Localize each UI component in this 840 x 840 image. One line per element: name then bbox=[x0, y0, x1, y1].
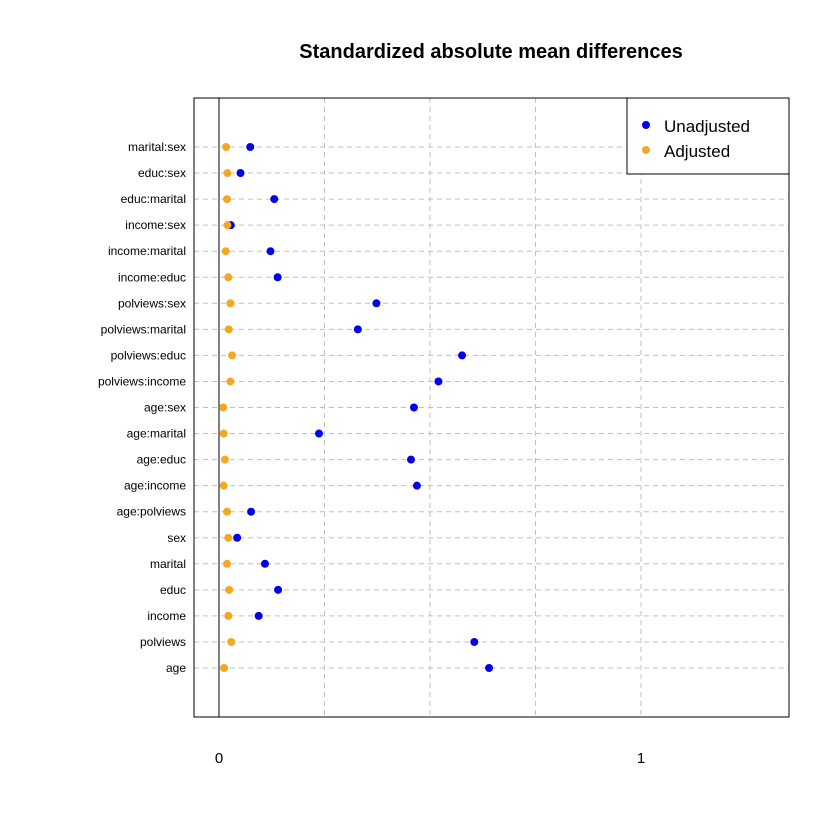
data-point bbox=[412, 481, 421, 490]
data-point bbox=[219, 403, 228, 412]
chart-title: Standardized absolute mean differences bbox=[299, 41, 682, 63]
data-point bbox=[247, 507, 256, 516]
legend: Unadjusted Adjusted bbox=[626, 97, 790, 175]
data-point bbox=[224, 273, 233, 282]
y-tick-label: polviews:income bbox=[98, 374, 186, 388]
y-tick-label: marital:sex bbox=[128, 140, 186, 154]
data-point bbox=[266, 247, 275, 256]
data-point bbox=[485, 664, 494, 672]
data-point bbox=[233, 533, 242, 542]
y-tick-label: sex bbox=[167, 531, 186, 545]
legend-box bbox=[626, 97, 790, 175]
data-point bbox=[270, 195, 279, 204]
data-point bbox=[246, 143, 255, 151]
data-point bbox=[353, 325, 362, 334]
data-point bbox=[225, 585, 234, 594]
y-tick-label: income:marital bbox=[108, 244, 186, 258]
y-tick-label: age:polviews bbox=[117, 505, 186, 519]
data-point bbox=[222, 143, 231, 151]
data-point bbox=[254, 611, 263, 620]
data-point bbox=[227, 637, 236, 646]
data-point bbox=[223, 195, 232, 204]
data-point bbox=[220, 664, 229, 672]
grid bbox=[194, 98, 789, 717]
y-tick-label: age bbox=[166, 661, 186, 675]
data-point bbox=[409, 403, 418, 412]
y-tick-label: polviews bbox=[140, 635, 186, 649]
y-tick-label: educ:sex bbox=[138, 166, 186, 180]
legend-marker bbox=[642, 121, 650, 129]
y-tick-label: educ:marital bbox=[121, 192, 186, 206]
data-point bbox=[220, 455, 229, 464]
data-point bbox=[458, 351, 467, 360]
data-points bbox=[219, 143, 494, 672]
y-tick-labels: marital:sex educ:sex educ:marital income:se… bbox=[98, 140, 186, 675]
y-tick-label: marital bbox=[150, 557, 186, 571]
y-tick-label: polviews:marital bbox=[101, 322, 186, 336]
data-point bbox=[434, 377, 443, 386]
data-point bbox=[236, 169, 245, 178]
data-point bbox=[407, 455, 416, 464]
data-point bbox=[223, 221, 232, 230]
data-point bbox=[260, 559, 269, 568]
data-point bbox=[223, 169, 232, 178]
y-tick-label: age:income bbox=[124, 479, 186, 493]
data-point bbox=[224, 533, 233, 542]
plot-frame bbox=[193, 97, 790, 718]
legend-label: Unadjusted bbox=[664, 117, 750, 136]
x-tick-label: 1 bbox=[637, 750, 645, 767]
data-point bbox=[226, 299, 235, 308]
data-point bbox=[315, 429, 324, 438]
x-tick-label: 0 bbox=[215, 750, 223, 767]
data-point bbox=[228, 351, 237, 360]
y-tick-label: age:sex bbox=[144, 401, 186, 415]
data-point bbox=[274, 585, 283, 594]
y-tick-label: income bbox=[147, 609, 186, 623]
y-tick-label: educ bbox=[160, 583, 186, 597]
data-point bbox=[224, 611, 233, 620]
data-point bbox=[221, 247, 230, 256]
y-tick-label: polviews:educ bbox=[111, 348, 186, 362]
y-tick-label: age:educ bbox=[137, 453, 186, 467]
data-point bbox=[219, 429, 228, 438]
data-point bbox=[226, 377, 235, 386]
y-tick-label: income:sex bbox=[125, 218, 186, 232]
data-point bbox=[223, 507, 232, 516]
y-tick-label: polviews:sex bbox=[118, 296, 186, 310]
y-tick-label: age:marital bbox=[127, 427, 186, 441]
data-point bbox=[273, 273, 282, 282]
legend-marker bbox=[642, 146, 650, 154]
data-point bbox=[224, 325, 233, 334]
data-point bbox=[470, 637, 479, 646]
data-point bbox=[372, 299, 381, 308]
data-point bbox=[219, 481, 228, 490]
data-point bbox=[223, 559, 232, 568]
y-tick-label: income:educ bbox=[118, 270, 186, 284]
legend-label: Adjusted bbox=[664, 142, 730, 161]
